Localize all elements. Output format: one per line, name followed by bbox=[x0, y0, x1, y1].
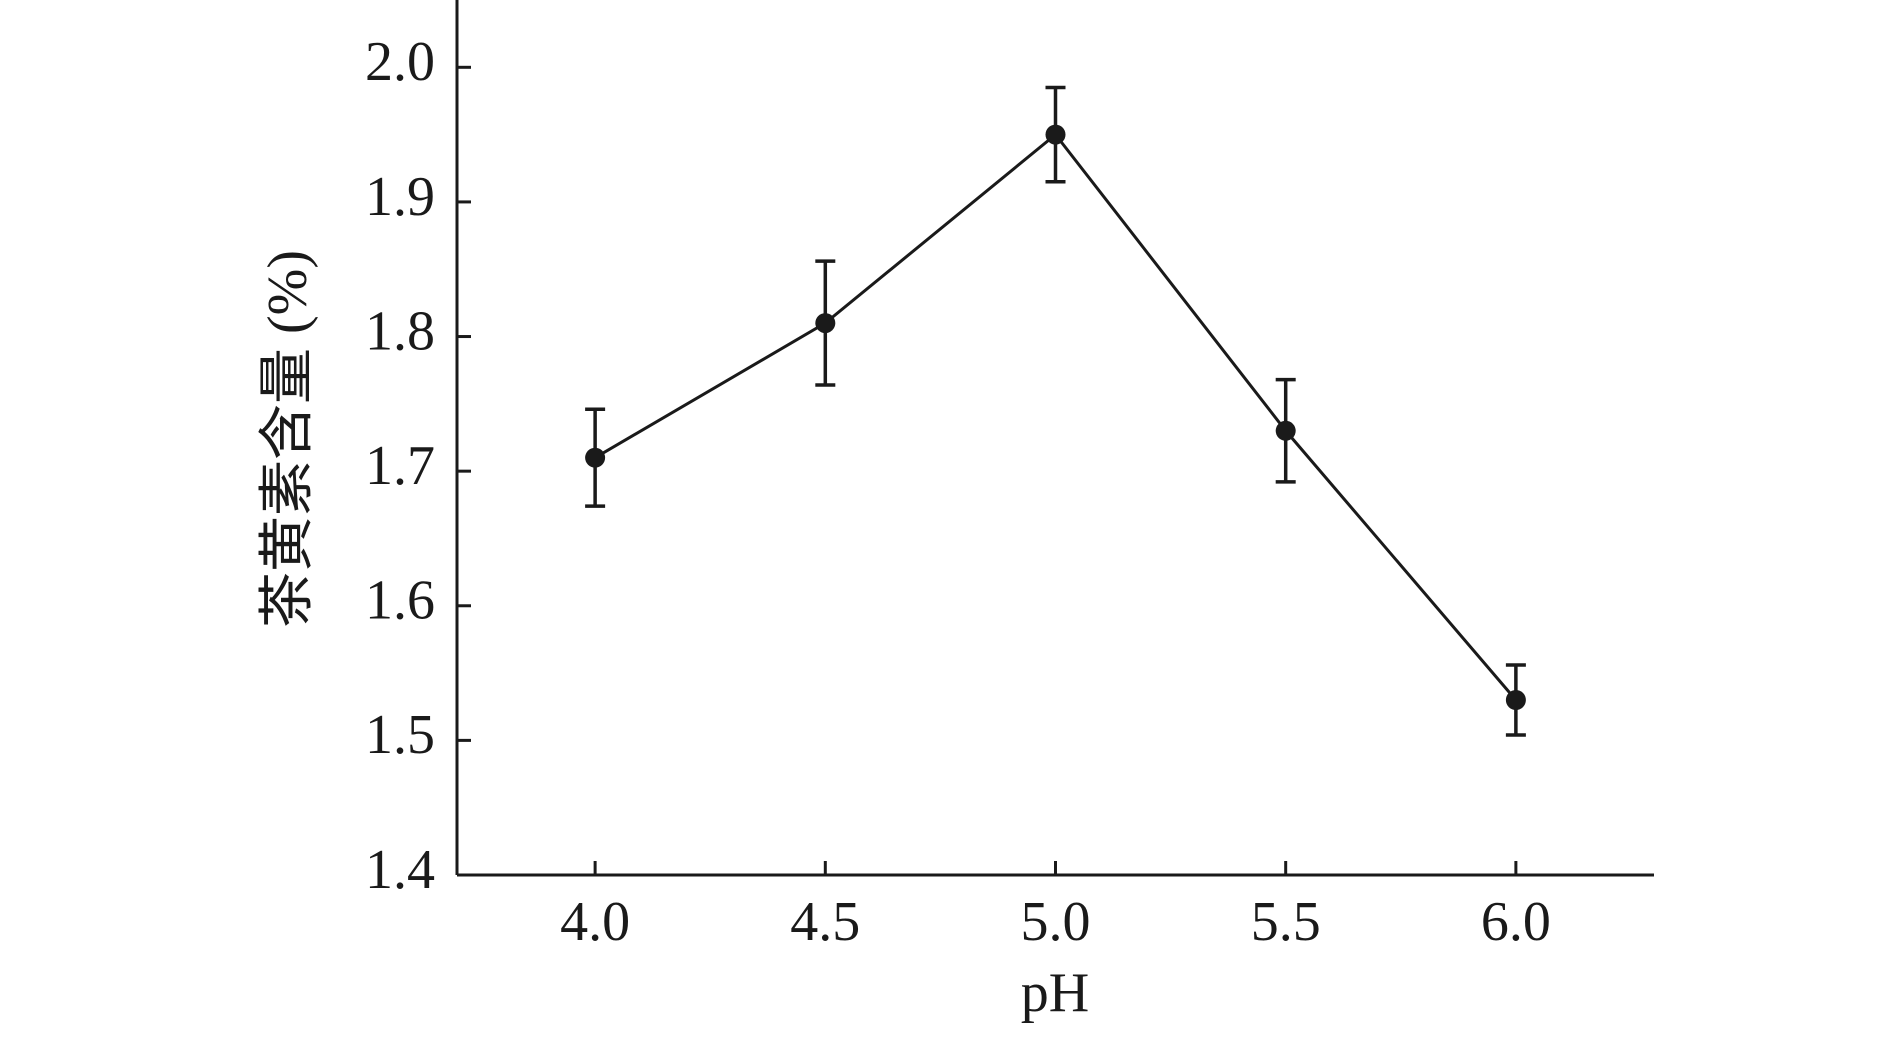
y-tick-label: 1.4 bbox=[365, 839, 435, 901]
data-point bbox=[815, 313, 836, 334]
y-tick-label: 1.9 bbox=[365, 166, 435, 228]
x-tick-label: 5.5 bbox=[1251, 891, 1321, 953]
x-tick-label: 6.0 bbox=[1481, 891, 1551, 953]
y-tick-label: 1.6 bbox=[365, 570, 435, 632]
data-point bbox=[1275, 420, 1296, 441]
data-point bbox=[585, 447, 606, 468]
data-point bbox=[1045, 124, 1066, 145]
x-axis-label: pH bbox=[1021, 962, 1089, 1024]
data-point bbox=[1505, 690, 1526, 710]
y-tick-label: 1.8 bbox=[365, 300, 435, 362]
y-tick-label: 1.7 bbox=[365, 435, 435, 497]
x-tick-label: 5.0 bbox=[1021, 891, 1091, 953]
y-tick-label: 2.0 bbox=[365, 31, 435, 93]
x-tick-label: 4.0 bbox=[560, 891, 630, 953]
series-line bbox=[594, 132, 1518, 701]
y-axis-label: 茶黄素含量 (%) bbox=[257, 250, 319, 628]
x-tick-label: 4.5 bbox=[790, 891, 860, 953]
y-tick-label: 1.5 bbox=[365, 704, 435, 766]
